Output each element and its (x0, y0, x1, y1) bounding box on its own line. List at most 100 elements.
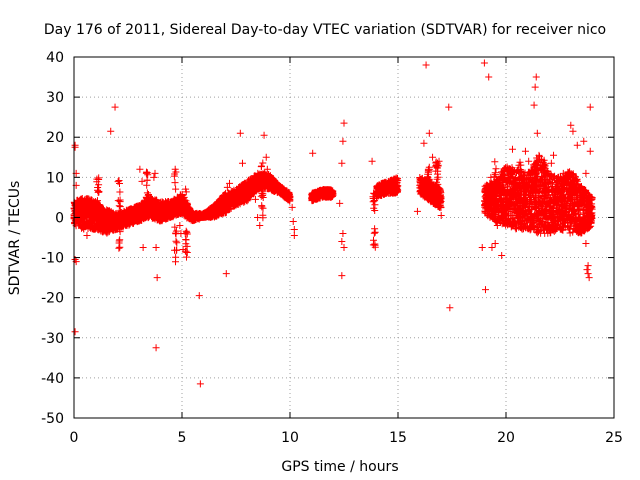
outlier-point (254, 213, 262, 221)
outlier-point (152, 244, 160, 252)
outlier-point (138, 177, 146, 185)
outlier-point (290, 225, 298, 233)
outlier-point (531, 83, 539, 91)
outlier-point (480, 59, 488, 67)
outlier-point (493, 221, 501, 229)
grid (74, 57, 614, 418)
outlier-point (530, 101, 538, 109)
outlier-point (585, 274, 593, 282)
y-tick-label: 0 (55, 210, 64, 226)
outlier-point (150, 173, 158, 181)
outlier-point (498, 252, 506, 260)
outlier-point (422, 61, 430, 69)
outlier-point (586, 147, 594, 155)
outlier-point (107, 127, 115, 135)
x-tick-label: 0 (70, 430, 79, 446)
outlier-point (413, 207, 421, 215)
outlier-point (336, 199, 344, 207)
outlier-point (339, 229, 347, 237)
outlier-point (83, 231, 91, 239)
outlier-point (136, 165, 144, 173)
outlier-point (251, 195, 259, 203)
outlier-point (177, 229, 185, 237)
outlier-point (339, 137, 347, 145)
outlier-point (481, 286, 489, 294)
outlier-point (584, 270, 592, 278)
outlier-point (176, 221, 184, 229)
y-tick-label: 30 (46, 90, 64, 106)
outlier-point (532, 73, 540, 81)
outlier-point (445, 103, 453, 111)
outlier-point (569, 127, 577, 135)
y-tick-label: 20 (46, 130, 64, 146)
outlier-point (238, 159, 246, 167)
y-tick-label: -40 (41, 371, 64, 387)
outlier-point (573, 141, 581, 149)
outlier-point (309, 149, 317, 157)
outlier-point (139, 244, 147, 252)
outlier-point (491, 240, 499, 248)
outlier-point (236, 129, 244, 137)
outlier-point (262, 153, 270, 161)
outlier-point (420, 139, 428, 147)
outlier-point (290, 231, 298, 239)
outlier-point (179, 246, 187, 254)
outlier-point (256, 221, 264, 229)
outlier-point (260, 131, 268, 139)
outlier-point (152, 344, 160, 352)
y-tick-label: -50 (41, 411, 64, 427)
outlier-point (525, 157, 533, 165)
plot-frame (73, 56, 615, 419)
chart-title: Day 176 of 2011, Sidereal Day-to-day VTE… (44, 22, 606, 38)
outlier-point (368, 157, 376, 165)
outlier-point (226, 179, 234, 187)
outlier-point (582, 240, 590, 248)
outlier-point (151, 169, 159, 177)
outlier-point (437, 211, 445, 219)
x-tick-label: 10 (281, 430, 299, 446)
outlier-point (487, 173, 495, 181)
outlier-point (195, 292, 203, 300)
outlier-point (515, 161, 523, 169)
x-tick-label: 25 (605, 430, 623, 446)
outlier-point (429, 153, 437, 161)
outlier-point (586, 103, 594, 111)
outlier-point (289, 217, 297, 225)
outlier-point (111, 103, 119, 111)
outlier-point (340, 244, 348, 252)
outlier-point (550, 151, 558, 159)
outlier-point (584, 262, 592, 270)
outlier-point (196, 380, 204, 388)
outlier-point (153, 274, 161, 282)
x-axis-label: GPS time / hours (281, 459, 398, 475)
outlier-point (567, 121, 575, 129)
y-tick-label: 10 (46, 170, 64, 186)
y-tick-label: -20 (41, 291, 64, 307)
y-axis-label: SDTVAR / TECUs (7, 181, 23, 296)
x-tick-label: 20 (497, 430, 515, 446)
x-tick-label: 5 (178, 430, 187, 446)
outlier-point (71, 143, 79, 151)
outlier-point (288, 203, 296, 211)
outlier-point (547, 159, 555, 167)
outlier-point (71, 328, 79, 336)
outlier-point (340, 119, 348, 127)
outlier-point (582, 169, 590, 177)
outlier-point (338, 238, 346, 246)
outlier-point (263, 165, 271, 173)
outlier-point (533, 129, 541, 137)
y-tick-label: -30 (41, 331, 64, 347)
outlier-point (485, 73, 493, 81)
outlier-point (478, 244, 486, 252)
outlier-point (222, 270, 230, 278)
outlier-point (338, 159, 346, 167)
outlier-point (583, 266, 591, 274)
data-series (70, 59, 596, 388)
outlier-point (223, 183, 231, 191)
outlier-point (425, 129, 433, 137)
axis-ticks: 0 5 10 15 20 25 -50 -40 -30 -20 -10 0 10 20 30 40 (41, 50, 623, 446)
x-tick-label: 15 (389, 430, 407, 446)
outlier-point (488, 244, 496, 252)
